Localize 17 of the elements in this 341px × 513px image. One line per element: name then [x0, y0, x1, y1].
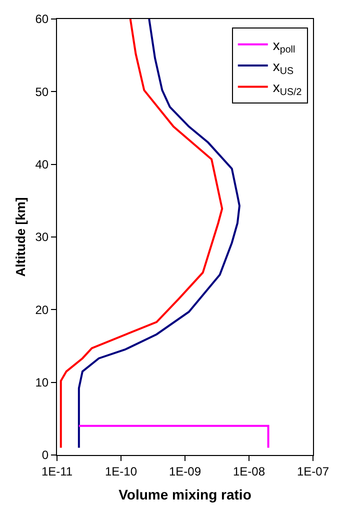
- y-axis-title: Altitude [km]: [13, 197, 28, 277]
- y-tick-label: 20: [35, 302, 49, 317]
- x-tick-label: 1E-08: [232, 464, 266, 478]
- y-tick-label: 60: [35, 12, 49, 26]
- y-tick-label: 50: [35, 84, 49, 99]
- x-tick-label: 1E-09: [168, 464, 202, 478]
- y-tick-label: 40: [35, 158, 49, 172]
- x-axis-title: Volume mixing ratio: [118, 486, 252, 503]
- legend-label: x$_{US/2}$: [272, 79, 302, 98]
- x-tick-label: 1E-11: [41, 464, 73, 478]
- y-tick-label: 30: [35, 230, 49, 244]
- x-tick-label: 1E-07: [296, 464, 330, 478]
- legend-label: x$_{US}$: [272, 58, 294, 77]
- legend-label: x$_{poll}$: [272, 36, 296, 56]
- y-tick-label: 10: [35, 376, 49, 390]
- x-tick-label: 1E-10: [104, 464, 138, 478]
- y-tick-label: 0: [42, 448, 49, 462]
